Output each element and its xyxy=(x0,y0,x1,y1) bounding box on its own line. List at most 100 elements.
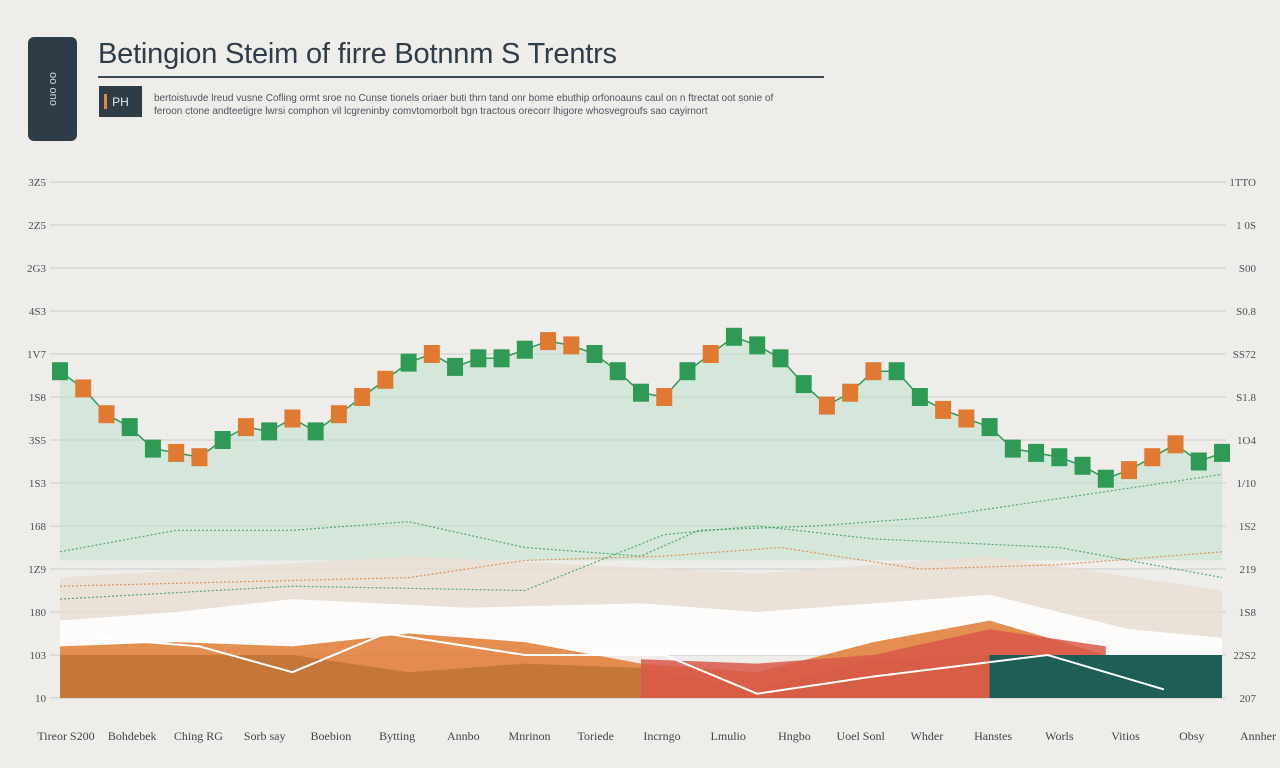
y-tick-left: 1V7 xyxy=(27,349,46,361)
x-tick-label: Boebion xyxy=(311,729,352,743)
x-tick-label: Bohdebek xyxy=(108,729,157,743)
data-point xyxy=(191,448,208,467)
y-tick-left: 103 xyxy=(30,650,47,662)
data-point xyxy=(818,396,835,415)
data-point xyxy=(679,362,696,381)
data-point xyxy=(261,422,278,441)
data-point xyxy=(307,422,324,441)
data-point xyxy=(749,336,766,355)
y-tick-right: SS72 xyxy=(1233,349,1256,361)
data-point xyxy=(1144,448,1161,467)
subtitle-line-2: feroon ctone andteetigre lwrsi comphon v… xyxy=(154,106,708,117)
side-badge: ouo oo xyxy=(28,37,77,141)
y-tick-left: 4S3 xyxy=(29,306,47,318)
y-tick-left: 10 xyxy=(35,693,47,705)
category-tag: PH xyxy=(99,86,142,117)
subtitle: bertoistuvde lreud vusne Cofling ormt sr… xyxy=(154,92,824,118)
x-tick-label: Sorb say xyxy=(244,729,286,743)
y-tick-left: 1Z9 xyxy=(28,564,46,576)
data-point xyxy=(470,349,487,368)
data-point xyxy=(911,388,928,406)
y-tick-left: 1S8 xyxy=(29,392,47,404)
data-point xyxy=(423,345,440,363)
data-point xyxy=(540,332,557,351)
y-tick-right: 1O4 xyxy=(1237,435,1256,447)
x-tick-label: Uoel Sonl xyxy=(836,729,885,743)
y-tick-left: 2G3 xyxy=(27,263,46,275)
data-point xyxy=(354,388,371,406)
title-divider xyxy=(98,76,824,78)
data-point xyxy=(214,431,231,449)
data-point xyxy=(98,405,115,424)
data-point xyxy=(888,362,905,381)
y-tick-right: S0.8 xyxy=(1236,306,1256,318)
trend-line-3 xyxy=(59,525,1223,600)
data-point xyxy=(284,409,301,428)
x-tick-label: Annbo xyxy=(447,729,480,743)
x-tick-label: Annher xyxy=(1240,729,1276,743)
data-point xyxy=(563,336,580,355)
y-tick-left: 180 xyxy=(30,607,47,619)
y-tick-right: 1S2 xyxy=(1239,521,1256,533)
data-point xyxy=(1121,461,1138,480)
data-point xyxy=(842,383,859,402)
data-point xyxy=(400,353,417,372)
data-point xyxy=(1051,448,1068,467)
x-tick-label: Vitios xyxy=(1111,729,1140,743)
data-point xyxy=(52,362,68,381)
data-point xyxy=(144,439,161,458)
y-tick-right: 22S2 xyxy=(1233,650,1256,662)
data-point xyxy=(516,340,533,359)
data-point xyxy=(330,405,347,424)
x-tick-label: Hngbo xyxy=(778,729,811,743)
y-tick-left: 2Z5 xyxy=(28,220,46,232)
data-point xyxy=(795,375,812,394)
y-tick-right: 1TTO xyxy=(1229,177,1256,189)
data-point xyxy=(935,400,952,419)
x-tick-label: Obsy xyxy=(1179,729,1204,743)
x-tick-label: Whder xyxy=(911,729,944,743)
x-tick-label: Incrngo xyxy=(643,729,680,743)
y-tick-left: 168 xyxy=(30,521,47,533)
data-point xyxy=(609,362,626,381)
data-point xyxy=(981,418,998,437)
data-point xyxy=(725,327,742,346)
y-tick-right: 219 xyxy=(1240,564,1257,576)
bottom-white-line xyxy=(94,632,1165,695)
data-point xyxy=(656,388,673,406)
y-tick-right: 207 xyxy=(1240,693,1257,705)
mint-area-fill xyxy=(60,336,1222,561)
data-point xyxy=(75,379,92,398)
y-tick-right: 1S8 xyxy=(1239,607,1257,619)
data-point xyxy=(865,362,882,381)
x-tick-label: Bytting xyxy=(379,729,415,743)
data-point xyxy=(1214,443,1230,462)
x-tick-label: Lmulio xyxy=(711,729,746,743)
data-point xyxy=(377,370,394,389)
data-point xyxy=(772,349,789,368)
trend-line-2 xyxy=(59,546,1223,587)
data-point xyxy=(1004,439,1021,458)
subtitle-line-1: bertoistuvde lreud vusne Cofling ormt sr… xyxy=(154,93,774,104)
x-tick-label: Worls xyxy=(1045,729,1074,743)
y-tick-right: S00 xyxy=(1239,263,1257,275)
data-point xyxy=(121,418,138,437)
data-point xyxy=(237,418,254,437)
y-tick-right: 1/10 xyxy=(1236,478,1256,490)
bottom-block-teal xyxy=(989,655,1222,698)
data-point xyxy=(958,409,975,428)
data-point xyxy=(493,349,510,368)
data-point xyxy=(1097,469,1114,488)
trend-line-1 xyxy=(59,473,1223,557)
data-point xyxy=(1028,443,1045,462)
y-tick-left: 3Z5 xyxy=(28,177,46,189)
y-tick-right: S1.8 xyxy=(1236,392,1256,404)
y-tick-right: 1 0S xyxy=(1236,220,1256,232)
page-title: Betingion Steim of firre Botnnm S Trentr… xyxy=(98,38,617,70)
x-tick-label: Toriede xyxy=(578,729,614,743)
data-point xyxy=(1190,452,1207,471)
data-point xyxy=(1074,456,1091,475)
data-point xyxy=(633,383,649,402)
y-tick-left: 1S3 xyxy=(29,478,47,490)
x-tick-label: Ching RG xyxy=(174,729,223,743)
